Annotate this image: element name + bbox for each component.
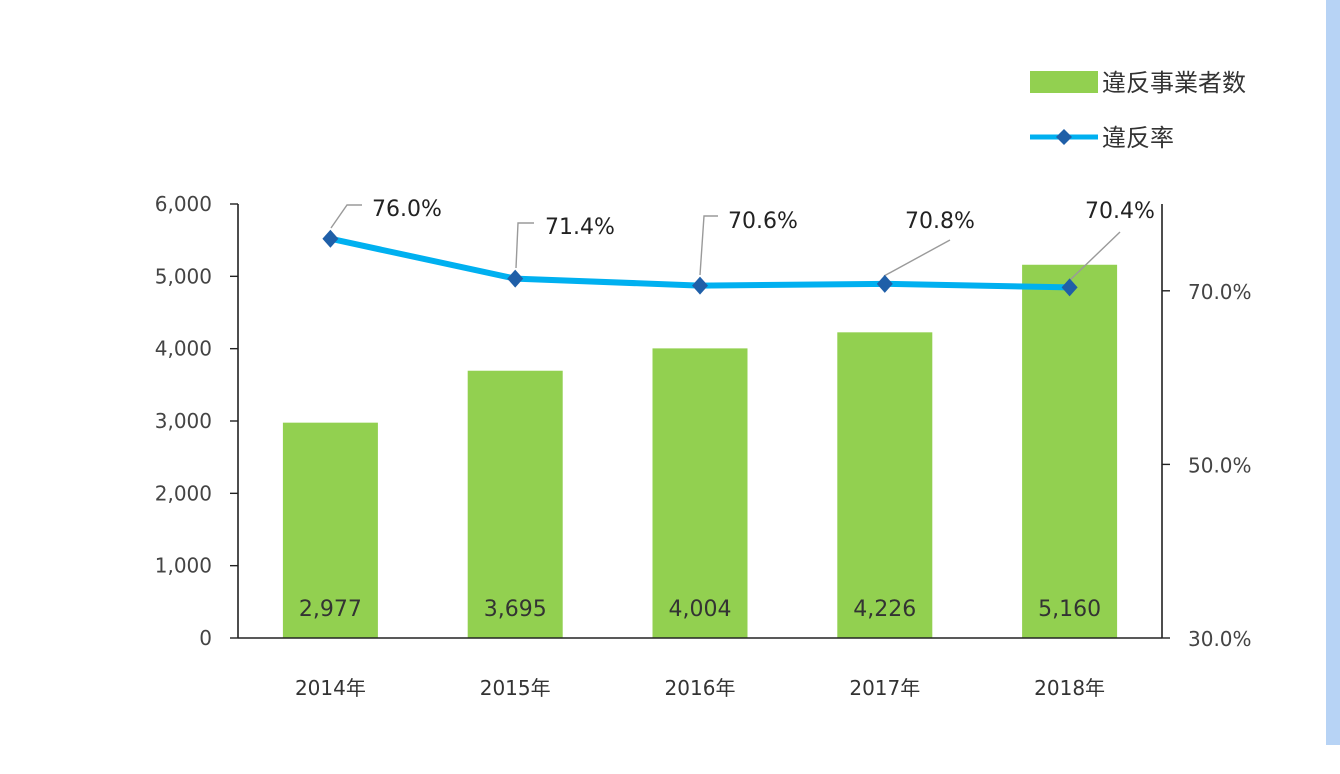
right-tick-label: 30.0%: [1188, 627, 1252, 651]
legend-line-label: 違反率: [1102, 124, 1174, 152]
left-tick-label: 1,000: [155, 554, 212, 578]
left-tick-label: 2,000: [155, 481, 212, 505]
category-label: 2015年: [480, 676, 551, 700]
rate-line-series: 76.0% 71.4% 70.6% 70.8% 70.4%: [322, 197, 1155, 297]
rate-leader-line: [515, 222, 534, 269]
bar-2014: [282, 422, 378, 638]
category-label: 2014年: [295, 676, 366, 700]
left-tick-label: 5,000: [155, 264, 212, 288]
bar-2018: [1022, 264, 1118, 638]
rate-marker: [507, 269, 524, 288]
rate-leader-line: [699, 215, 718, 276]
rate-marker: [876, 274, 893, 293]
rate-marker: [322, 229, 339, 248]
bar-value-label: 2,977: [299, 597, 362, 622]
bar-series: 2,977 3,695 4,004 4,226 5,160: [282, 264, 1118, 638]
left-tick-label: 4,000: [155, 337, 212, 361]
rate-leader-line: [883, 239, 951, 277]
rate-value-label: 76.0%: [372, 197, 442, 222]
category-label: 2018年: [1034, 676, 1105, 700]
category-label: 2016年: [665, 676, 736, 700]
left-tick-label: 3,000: [155, 409, 212, 433]
category-label: 2017年: [849, 676, 920, 700]
legend-bar-swatch: [1030, 71, 1098, 93]
rate-value-label: 71.4%: [545, 215, 615, 240]
legend-line-marker: [1056, 129, 1072, 145]
rate-marker: [1061, 278, 1078, 297]
legend: 違反事業者数 違反率: [1030, 69, 1246, 152]
rate-value-label: 70.8%: [905, 209, 975, 234]
bar-value-label: 4,226: [853, 597, 916, 622]
rate-value-label: 70.6%: [728, 209, 798, 234]
rate-marker: [692, 276, 708, 295]
rate-value-label: 70.4%: [1085, 199, 1155, 224]
right-tick-label: 50.0%: [1188, 453, 1252, 477]
rate-leader-line: [1069, 231, 1121, 281]
axes: 0 1,000 2,000 3,000 4,000 5,000 6,000 30.0% 50.0…: [155, 192, 1252, 700]
legend-bar-label: 違反事業者数: [1102, 69, 1246, 97]
bar-2015: [467, 370, 563, 638]
left-tick-label: 6,000: [155, 192, 212, 216]
side-scroll-strip: [1326, 0, 1340, 745]
bar-value-label: 5,160: [1038, 597, 1101, 622]
bar-value-label: 3,695: [484, 597, 547, 622]
left-tick-label: 0: [199, 626, 212, 650]
bar-value-label: 4,004: [669, 597, 732, 622]
rate-leader-line: [330, 204, 362, 229]
bar-2017: [837, 332, 933, 638]
bar-2016: [652, 348, 748, 638]
right-tick-label: 70.0%: [1188, 280, 1252, 304]
